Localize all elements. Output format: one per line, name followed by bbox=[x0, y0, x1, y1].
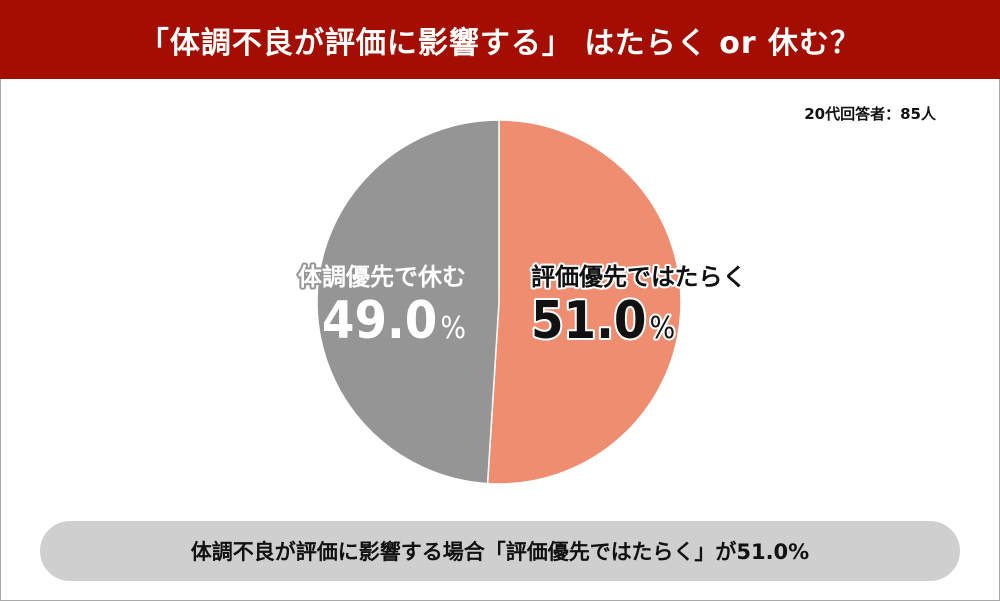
slice-value-unit-1: % bbox=[440, 311, 466, 346]
pie-slice-1 bbox=[316, 119, 500, 485]
slice-value-unit-0: % bbox=[649, 311, 675, 346]
pie-slice-0 bbox=[486, 119, 682, 485]
slice-label-1: 体調優先で休む bbox=[298, 263, 466, 291]
slice-value-0: 51.0% bbox=[531, 291, 675, 351]
pie-slices bbox=[316, 119, 682, 485]
header-bar: 「体調不良が評価に影響する」 はたらく or 休む？ bbox=[0, 0, 1000, 79]
summary-text: 体調不良が評価に影響する場合「評価優先ではたらく」が51.0% bbox=[190, 540, 810, 564]
respondent-count: 20代回答者：85人 bbox=[804, 105, 936, 123]
chart-title: 「体調不良が評価に影響する」 はたらく or 休む？ bbox=[138, 25, 862, 61]
slice-value-number-0: 51.0 bbox=[531, 291, 646, 351]
slice-label-0: 評価優先ではたらく bbox=[531, 263, 747, 291]
slice-value-number-1: 49.0 bbox=[322, 291, 437, 351]
summary-banner: 体調不良が評価に影響する場合「評価優先ではたらく」が51.0% bbox=[40, 521, 960, 581]
slice-value-1: 49.0% bbox=[322, 291, 466, 351]
